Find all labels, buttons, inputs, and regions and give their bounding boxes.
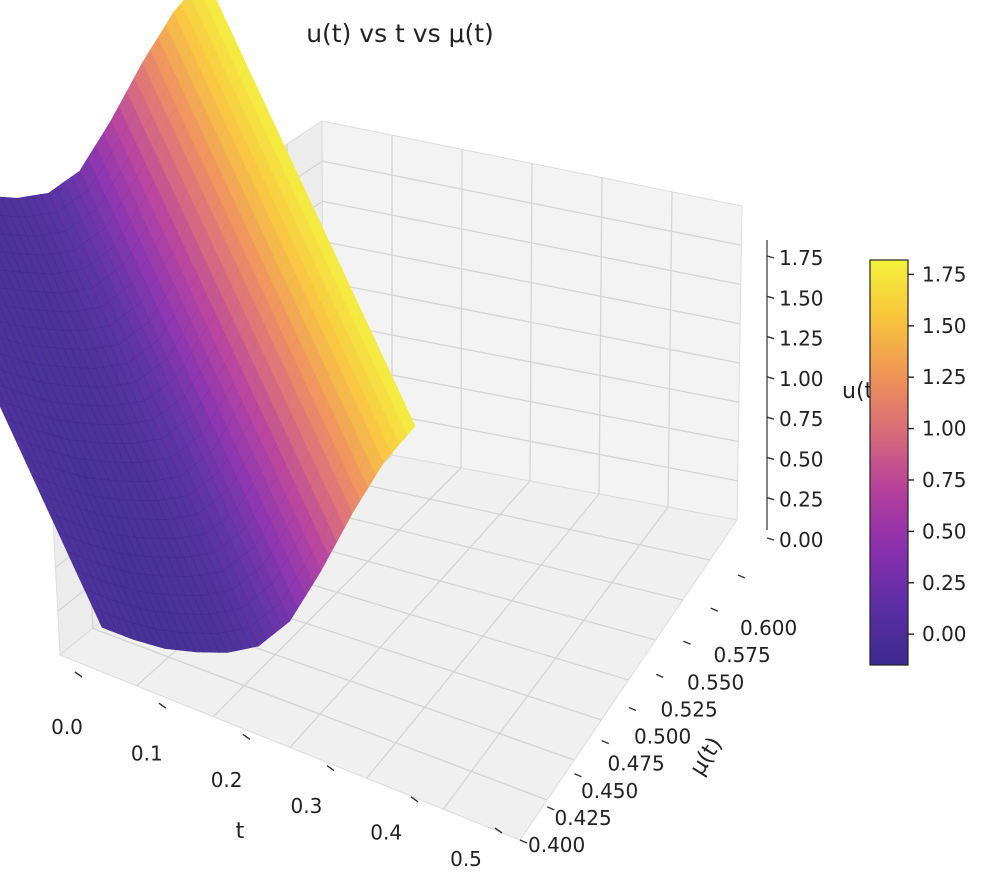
floor-gridline — [212, 467, 462, 718]
y-tick-label: 0.450 — [581, 779, 638, 803]
colorbar-tick-label: 1.75 — [922, 262, 967, 286]
z-tick-mark — [766, 295, 775, 299]
x-tick-mark — [326, 765, 335, 772]
z-tick-mark — [766, 537, 775, 541]
z-tick-label: 0.50 — [779, 447, 824, 471]
x-tick-label: 0.3 — [290, 794, 322, 818]
colorbar-tick-label: 1.00 — [922, 417, 967, 441]
chart-title: u(t) vs t vs μ(t) — [306, 19, 494, 48]
colorbar-tick-label: 1.50 — [922, 314, 967, 338]
axis-ticks: 0.0 0.1 0.2 0.3 0.4 0.5 0.400 0.425 0.450 0.475 0.… — [51, 240, 824, 871]
z-tick-mark — [766, 416, 775, 420]
z-tick-mark — [766, 376, 775, 380]
y-tick-label: 0.550 — [687, 670, 744, 694]
z-tick-label: 1.00 — [779, 367, 824, 391]
x-tick-label: 0.5 — [450, 847, 482, 871]
z-tick-label: 1.75 — [779, 246, 824, 270]
colorbar: 0.00 0.25 0.50 0.75 1.00 1.25 1.50 1.75 — [869, 259, 967, 666]
back-wall-gridline — [322, 361, 739, 443]
colorbar-tick-label: 0.75 — [922, 468, 967, 492]
colorbar-tick-label: 0.25 — [922, 571, 967, 595]
z-tick-mark — [766, 255, 775, 259]
floor-gridline — [289, 480, 531, 748]
y-tick-label: 0.475 — [608, 752, 665, 776]
x-tick-mark — [74, 671, 83, 678]
z-tick-label: 0.75 — [779, 407, 824, 431]
z-tick-mark — [766, 456, 775, 461]
x-tick-label: 0.4 — [370, 821, 402, 845]
y-tick-label: 0.575 — [714, 643, 771, 667]
floor-gridline — [442, 506, 669, 810]
colorbar-tick-label: 0.00 — [922, 622, 967, 646]
z-tick-label: 0.00 — [779, 528, 824, 552]
back-wall-gridline — [321, 160, 742, 246]
y-tick-label: 0.425 — [555, 806, 612, 830]
z-tick-label: 1.50 — [779, 286, 824, 310]
x-tick-mark — [494, 827, 503, 834]
y-tick-label: 0.525 — [661, 697, 718, 721]
back-wall-gridline — [322, 200, 741, 286]
z-axis-label: u(t) — [842, 379, 882, 404]
y-tick-label: 0.600 — [740, 616, 797, 640]
y-tick-label: 0.400 — [528, 833, 585, 857]
x-tick-mark — [410, 796, 419, 803]
y-tick-mark — [519, 839, 528, 844]
x-tick-label: 0.0 — [51, 715, 83, 739]
floor-gridline — [366, 493, 600, 779]
y-axis-label: μ(t) — [685, 733, 727, 780]
colorbar-gradient — [869, 259, 909, 666]
z-axis-label-clip: u(t) — [842, 379, 882, 404]
z-tick-mark — [766, 335, 775, 340]
y-tick-mark — [574, 773, 582, 778]
back-wall-gridline — [322, 280, 740, 364]
y-tick-label: 0.500 — [634, 725, 691, 749]
surface-patch — [203, 0, 210, 5]
y-tick-mark — [601, 739, 610, 745]
y-tick-mark — [546, 806, 555, 811]
y-tick-mark — [655, 673, 664, 679]
y-tick-mark — [628, 706, 637, 712]
y-tick-mark — [710, 607, 719, 612]
colorbar-tick-label: 0.50 — [922, 519, 967, 543]
back-wall-gridline — [322, 240, 741, 325]
z-tick-label: 1.25 — [779, 327, 824, 351]
x-tick-mark — [242, 733, 251, 740]
back-wall-gridline — [322, 320, 739, 403]
y-tick-mark — [683, 640, 691, 645]
x-tick-label: 0.2 — [211, 768, 243, 792]
x-tick-label: 0.1 — [131, 741, 163, 765]
y-tick-mark — [737, 574, 746, 579]
z-tick-mark — [766, 497, 775, 501]
x-tick-mark — [158, 702, 167, 709]
colorbar-tick-label: 1.25 — [922, 365, 967, 389]
surface — [0, 0, 416, 653]
x-axis-label: t — [236, 819, 245, 844]
surface-patch — [398, 406, 416, 436]
z-tick-label: 0.25 — [779, 488, 824, 512]
